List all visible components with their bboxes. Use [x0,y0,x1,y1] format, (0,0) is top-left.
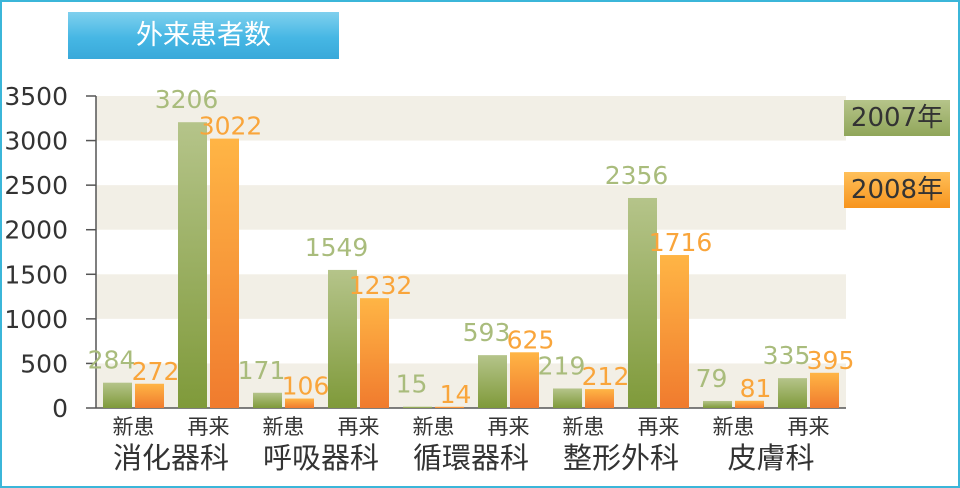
data-label-2007: 593 [463,318,511,347]
bar-2008 [210,138,239,408]
x-tick-label: 再来 [638,415,680,439]
y-tick-label: 3500 [4,82,68,111]
grid-band [96,185,846,230]
bar-2007 [328,269,357,408]
bar-2008 [735,400,764,408]
data-label-2007: 171 [238,356,286,385]
bar-2008 [360,298,389,408]
bar-2007 [403,406,432,408]
y-tick-label: 2500 [4,171,68,200]
data-label-2007: 335 [763,341,811,370]
bar-2007 [628,197,657,408]
x-tick-label: 再来 [488,415,530,439]
bar-2007 [178,122,207,408]
data-label-2008: 3022 [199,112,263,141]
x-tick-label: 再来 [188,415,230,439]
bar-2007 [253,392,282,408]
x-tick-label: 再来 [788,415,830,439]
y-tick-label: 2000 [4,216,68,245]
group-label: 消化器科 [113,441,229,475]
bar-2007 [478,355,507,408]
data-label-2007: 15 [396,370,428,399]
group-label: 皮膚科 [727,441,814,475]
y-tick-label: 3000 [4,127,68,156]
x-tick-label: 新患 [263,415,305,439]
data-label-2008: 1716 [649,228,713,257]
data-label-2008: 1232 [349,271,413,300]
bar-2008 [660,255,689,408]
y-tick-label: 1500 [4,260,68,289]
data-label-2007: 3206 [155,85,219,114]
x-tick-label: 新患 [113,415,155,439]
grid-band [96,96,846,141]
data-label-2008: 272 [132,357,180,386]
data-label-2008: 395 [807,346,855,375]
data-label-2008: 106 [282,372,330,401]
x-tick-label: 再来 [338,415,380,439]
data-label-2007: 219 [538,351,586,380]
bar-2008 [285,398,314,408]
group-label: 循環器科 [413,441,529,475]
data-label-2008: 81 [740,374,772,403]
chart-title: 外来患者数 [68,12,339,59]
data-label-2008: 14 [440,380,472,409]
group-label: 整形外科 [563,441,679,475]
x-tick-label: 新患 [413,415,455,439]
bar-2007 [103,382,132,408]
grid-band [96,274,846,319]
legend-2008: 2008年 [844,172,950,208]
x-tick-label: 新患 [563,415,605,439]
bar-2008 [510,352,539,408]
data-label-2007: 79 [696,364,728,393]
data-label-2008: 625 [507,325,555,354]
y-tick-label: 0 [52,394,68,423]
data-label-2008: 212 [582,362,630,391]
bar-2007 [778,378,807,408]
group-label: 呼吸器科 [263,441,379,475]
data-label-2007: 284 [88,346,136,375]
bar-2008 [585,389,614,408]
data-label-2007: 1549 [305,233,369,262]
bar-2007 [703,400,732,408]
y-tick-label: 1000 [4,305,68,334]
bar-2008 [435,406,464,408]
data-label-2007: 2356 [605,161,669,190]
bar-2007 [553,388,582,408]
bar-2008 [810,372,839,408]
x-tick-label: 新患 [713,415,755,439]
bar-2008 [135,383,164,408]
legend-2007: 2007年 [844,100,950,136]
y-tick-label: 500 [20,349,68,378]
